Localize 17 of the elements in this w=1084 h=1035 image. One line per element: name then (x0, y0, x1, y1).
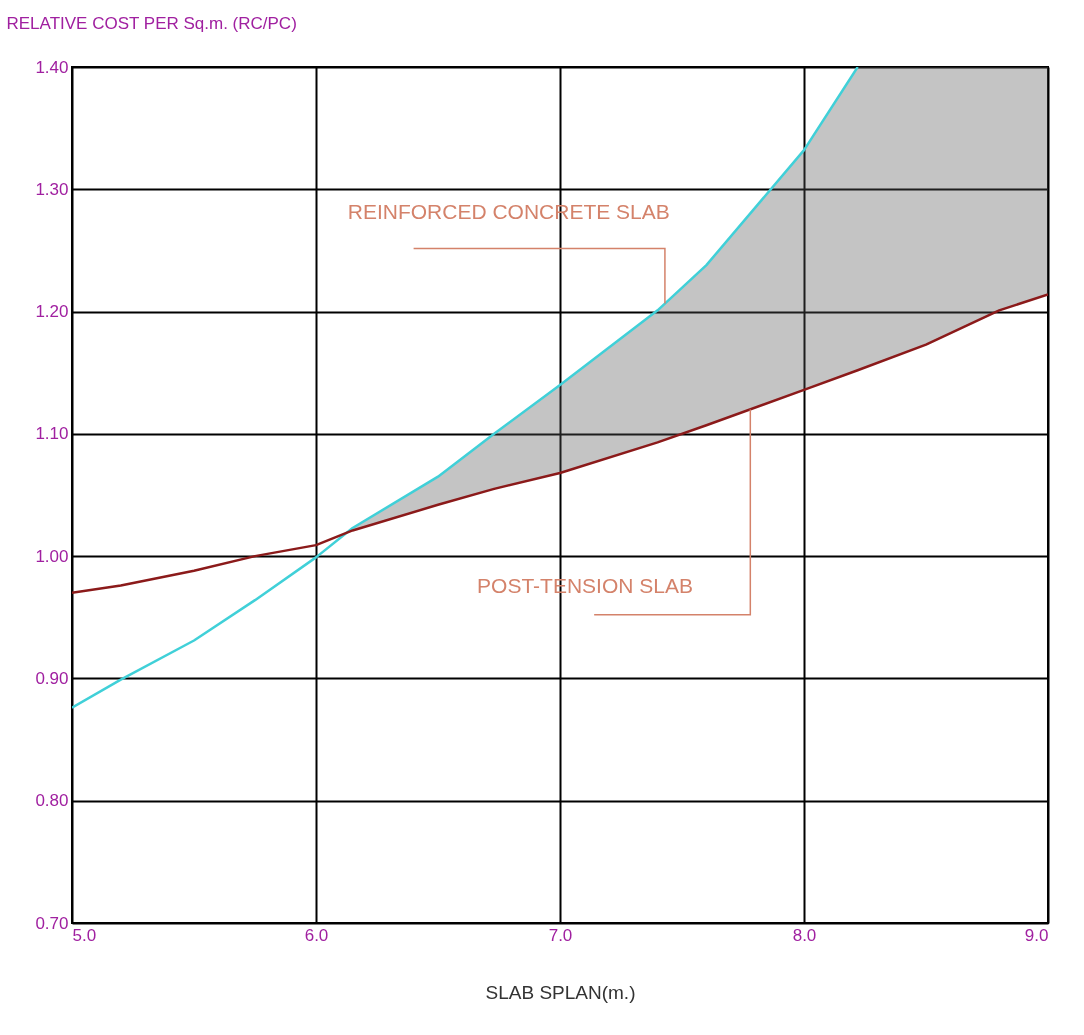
x-tick-label: 8.0 (792, 925, 817, 945)
y-tick-label: 1.20 (35, 302, 69, 322)
x-tick-label: 9.0 (1024, 925, 1049, 945)
line-series (72, 293, 1048, 595)
x-tick-label: 6.0 (304, 925, 329, 945)
y-tick-label: 0.70 (35, 913, 69, 933)
y-tick-label: 1.30 (35, 179, 69, 199)
line-series (72, 67, 859, 710)
y-tick-label: 1.40 (35, 57, 69, 77)
y-axis-title: RELATIVE COST PER Sq.m. (RC/PC) (6, 13, 297, 33)
x-tick-label: 5.0 (72, 925, 97, 945)
y-tick-label: 1.00 (35, 546, 69, 566)
y-tick-label: 0.80 (35, 791, 69, 811)
y-tick-label: 1.10 (35, 424, 69, 444)
x-tick-label: 7.0 (548, 925, 573, 945)
x-axis-title: SLAB SPLAN(m.) (485, 981, 636, 1003)
y-tick-label: 0.90 (35, 668, 69, 688)
